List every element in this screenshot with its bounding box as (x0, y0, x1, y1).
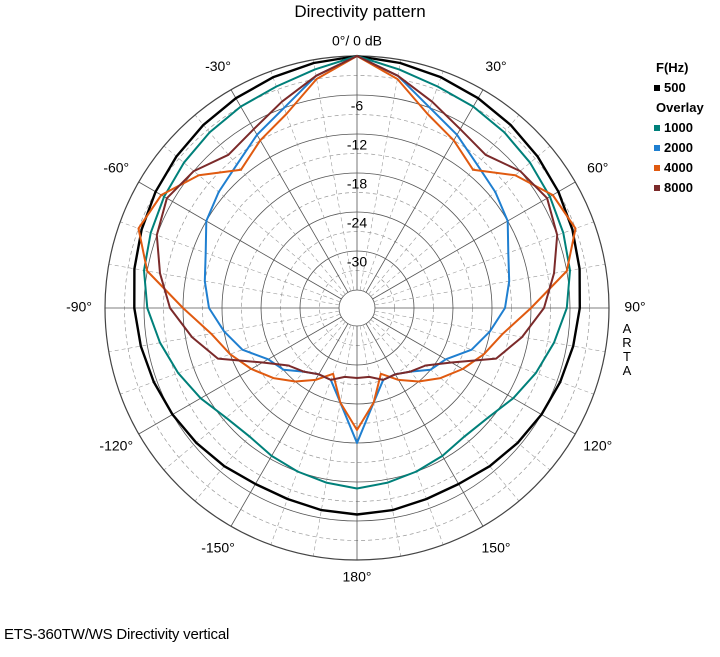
legend-item-1000: 1000 (654, 118, 704, 138)
grid-spoke-minor (312, 325, 355, 557)
grid-spoke-minor (368, 114, 520, 295)
grid-spoke-minor (374, 310, 606, 353)
legend-label: 2000 (664, 140, 693, 155)
grid-spoke-minor (108, 310, 340, 353)
legend-header: F(Hz) (656, 60, 689, 75)
grid-spoke-major (138, 316, 342, 435)
angle-tick-label: 180° (343, 569, 372, 585)
grid-spoke-minor (312, 59, 355, 291)
legend-swatch (654, 145, 660, 151)
grid-spoke-minor (362, 71, 444, 292)
angle-tick-label: 150° (482, 539, 511, 555)
grid-spoke-minor (108, 263, 340, 306)
legend-overlay: 1000 2000 4000 8000 (654, 118, 704, 198)
grid-spoke-minor (194, 114, 346, 295)
legend-main: 500 (654, 78, 704, 98)
series-line-500 (133, 54, 581, 516)
legend-label: 4000 (664, 160, 693, 175)
legend-item-4000: 4000 (654, 158, 704, 178)
legend-label: 500 (664, 80, 686, 95)
polar-chart: -6 -12 -18 -24 -30 0°/ 0 dB -30° 30° -60° 60° -90°… (66, 33, 646, 585)
chart-title: Directivity pattern (294, 2, 426, 21)
grid-spoke-minor (120, 221, 341, 303)
chart-caption: ETS-360TW/WS Directivity vertical (4, 626, 230, 643)
legend-overlay-header: Overlay (656, 100, 704, 115)
brand-letter: A (622, 363, 632, 378)
grid-ring-inner (338, 289, 376, 327)
radial-tick-label: -30 (347, 254, 367, 270)
radial-tick-label: -18 (347, 176, 367, 192)
radial-unit-label: 0°/ 0 dB (332, 33, 382, 49)
grid-spoke-minor (270, 324, 352, 545)
angle-tick-label: -30° (205, 58, 231, 74)
grid-spoke-minor (374, 263, 606, 306)
legend-item-8000: 8000 (654, 178, 704, 198)
angle-tick-label: 120° (583, 438, 612, 454)
grid-spoke-major (365, 89, 484, 293)
grid-spoke-minor (370, 145, 551, 297)
legend-label: 8000 (664, 180, 693, 195)
grid-spoke-minor (368, 321, 520, 502)
brand-letter: T (623, 349, 631, 364)
polar-grid (104, 55, 610, 561)
grid-spoke-minor (120, 313, 341, 395)
grid-spoke-major (138, 181, 342, 300)
angle-tick-label: 30° (485, 58, 506, 74)
grid-spoke-minor (163, 145, 344, 297)
radial-tick-label: -24 (347, 215, 367, 231)
grid-spoke-minor (370, 319, 551, 471)
legend-item-500: 500 (654, 78, 704, 98)
grid-spoke-minor (194, 321, 346, 502)
grid-spoke-major (372, 181, 576, 300)
angle-tick-label: 60° (587, 160, 608, 176)
grid-spoke-minor (270, 71, 352, 292)
legend-swatch (654, 85, 660, 91)
legend-item-2000: 2000 (654, 138, 704, 158)
grid-spoke-major (230, 89, 349, 293)
angle-tick-label: -150° (201, 539, 235, 555)
legend-label: 1000 (664, 120, 693, 135)
series-line-8000 (155, 55, 559, 381)
grid-spoke-minor (373, 221, 594, 303)
series-line-1000 (143, 55, 571, 490)
grid-spoke-minor (373, 313, 594, 395)
grid-spoke-major (365, 323, 484, 527)
legend-swatch (654, 185, 660, 191)
radial-tick-label: -12 (347, 137, 367, 153)
angle-tick-label: 90° (624, 299, 645, 315)
series-group (133, 54, 581, 516)
series-line-4000 (137, 55, 577, 431)
grid-spoke-minor (359, 325, 402, 557)
legend-swatch (654, 125, 660, 131)
legend-swatch (654, 165, 660, 171)
brand-letter: A (622, 321, 632, 336)
grid-spoke-minor (359, 59, 402, 291)
radial-tick-label: -6 (351, 98, 364, 114)
grid-spoke-major (230, 323, 349, 527)
axis-labels: -6 -12 -18 -24 -30 0°/ 0 dB -30° 30° -60° 60° -90°… (66, 33, 646, 585)
brand-letter: R (622, 335, 632, 350)
grid-spoke-minor (163, 319, 344, 471)
angle-tick-label: -90° (66, 299, 92, 315)
grid-spoke-minor (362, 324, 444, 545)
angle-tick-label: -120° (99, 438, 133, 454)
legend: F(Hz) 500 Overlay 1000 2000 4000 8000 (654, 58, 704, 198)
series-line-2000 (203, 55, 511, 444)
grid-spoke-major (372, 316, 576, 435)
angle-tick-label: -60° (103, 160, 129, 176)
